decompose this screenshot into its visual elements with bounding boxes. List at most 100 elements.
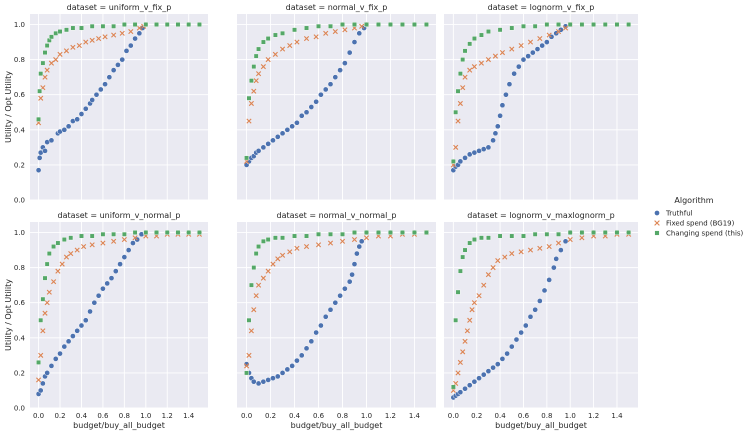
- data-point: [485, 368, 492, 375]
- data-point: [457, 268, 463, 274]
- legend-title: Algorithm: [674, 196, 713, 205]
- data-point: [93, 91, 100, 98]
- data-point: [253, 53, 259, 59]
- data-point: [68, 235, 74, 241]
- data-point: [327, 240, 334, 246]
- data-point: [265, 237, 271, 242]
- data-point: [567, 22, 573, 27]
- data-point: [270, 375, 276, 382]
- data-point: [292, 27, 297, 33]
- x-tick-label: 0.6: [518, 412, 530, 420]
- data-point: [250, 378, 257, 385]
- panel-background: [30, 14, 208, 200]
- data-point: [37, 88, 43, 94]
- data-point: [82, 105, 89, 112]
- data-point: [525, 53, 531, 59]
- data-point: [251, 88, 257, 94]
- data-point: [480, 146, 487, 152]
- data-point: [260, 378, 267, 385]
- y-tick-label: 0.2: [14, 369, 25, 377]
- data-point: [455, 118, 461, 124]
- data-point: [527, 247, 534, 253]
- data-point: [111, 238, 117, 244]
- data-point: [59, 261, 65, 267]
- data-point: [529, 49, 536, 56]
- x-tick-label: 1.2: [588, 412, 599, 420]
- data-point: [294, 39, 300, 45]
- data-point: [100, 240, 106, 246]
- data-point: [175, 230, 181, 235]
- data-point: [485, 272, 491, 278]
- data-point: [100, 285, 106, 292]
- data-point: [602, 230, 608, 235]
- panel-2: dataset = normal_v_fix_p: [237, 3, 436, 201]
- data-point: [546, 243, 552, 250]
- data-point: [509, 250, 515, 257]
- data-point: [298, 352, 305, 359]
- data-point: [186, 230, 192, 235]
- data-point: [400, 22, 405, 27]
- x-tick-label: 0.0: [33, 412, 44, 420]
- data-point: [102, 81, 108, 88]
- panel-title: dataset = lognorm_v_fix_p: [488, 3, 595, 12]
- data-point: [57, 51, 63, 57]
- data-point: [48, 137, 55, 144]
- x-tick-label: 0.4: [495, 412, 507, 420]
- data-point: [260, 275, 266, 281]
- data-point: [522, 322, 529, 329]
- panel-title: dataset = normal_v_fix_p: [286, 3, 388, 12]
- data-point: [359, 23, 365, 29]
- data-point: [322, 86, 329, 93]
- data-point: [65, 123, 72, 130]
- y-tick-label: 0.4: [14, 334, 26, 342]
- data-point: [462, 74, 468, 80]
- data-point: [115, 62, 121, 68]
- data-point: [469, 307, 475, 313]
- data-point: [111, 32, 117, 38]
- legend-entry-changing-spend: Changing spend (this): [654, 230, 744, 238]
- data-point: [197, 22, 202, 27]
- data-point: [279, 252, 286, 258]
- data-point: [499, 356, 506, 362]
- legend-marker-changing-spend: [654, 230, 660, 236]
- data-point: [340, 22, 345, 27]
- data-point: [89, 97, 96, 103]
- panel-title: dataset = normal_v_normal_p: [277, 211, 397, 220]
- data-point: [37, 387, 44, 394]
- data-point: [579, 230, 585, 235]
- data-point: [279, 46, 286, 52]
- data-point: [272, 32, 278, 38]
- data-point: [270, 137, 276, 144]
- panel-background: [237, 14, 436, 200]
- data-point: [337, 67, 343, 74]
- data-point: [364, 230, 369, 235]
- data-point: [38, 317, 44, 323]
- data-point: [111, 23, 117, 29]
- data-point: [453, 144, 459, 150]
- data-point: [527, 313, 534, 320]
- data-point: [55, 240, 61, 246]
- data-point: [253, 251, 259, 256]
- data-point: [303, 35, 310, 42]
- data-point: [497, 27, 503, 33]
- data-point: [352, 230, 357, 235]
- data-point: [471, 378, 478, 385]
- data-point: [476, 293, 482, 299]
- y-axis-label: Utility / Opt Utility: [4, 71, 13, 143]
- data-point: [42, 50, 48, 56]
- data-point: [61, 126, 68, 133]
- data-point: [515, 63, 522, 70]
- data-point: [61, 237, 67, 242]
- data-point: [289, 123, 295, 130]
- data-point: [186, 22, 192, 27]
- data-point: [123, 47, 130, 54]
- data-point: [132, 35, 138, 42]
- legend-label-fixed-spend: Fixed spend (BG19): [666, 220, 735, 228]
- data-point: [518, 249, 524, 255]
- data-point: [143, 230, 149, 235]
- data-point: [363, 235, 370, 241]
- y-tick-label: 0.8: [14, 264, 25, 272]
- data-point: [508, 343, 515, 350]
- data-point: [74, 116, 81, 123]
- data-point: [64, 27, 69, 33]
